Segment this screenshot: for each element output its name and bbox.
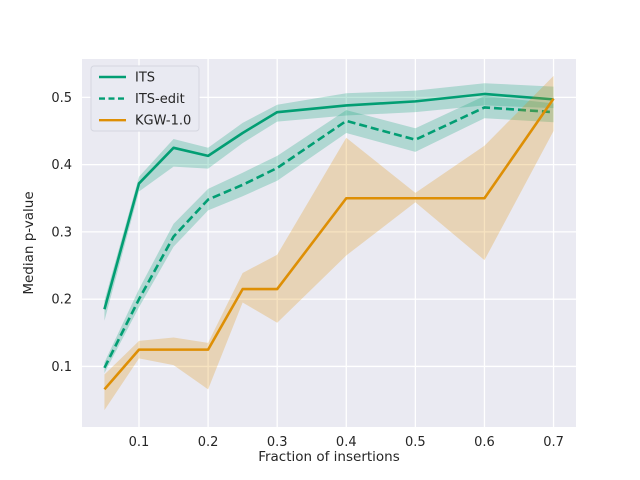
legend-item-kgw-1-0: KGW-1.0 xyxy=(99,114,191,129)
series-line-kgw-1-0 xyxy=(103,97,555,391)
x-tick-label: 0.3 xyxy=(267,435,288,450)
legend-label-kgw-1-0: KGW-1.0 xyxy=(135,114,191,129)
x-tick-label: 0.1 xyxy=(129,435,150,450)
legend-item-its: ITS xyxy=(99,71,155,86)
confidence-band-its xyxy=(104,83,554,321)
y-axis-label: Median p-value xyxy=(21,191,37,294)
series-line-its-edit xyxy=(103,106,554,369)
x-tick-label: 0.4 xyxy=(336,435,357,450)
x-tick-label: 0.5 xyxy=(405,435,426,450)
y-tick-label: 0.4 xyxy=(51,158,72,173)
legend-item-its-edit: ITS-edit xyxy=(99,92,185,107)
legend: ITS ITS-edit KGW-1.0 xyxy=(90,65,200,132)
y-tick-label: 0.1 xyxy=(51,360,72,375)
y-tick-label: 0.5 xyxy=(51,91,72,106)
grid-lines xyxy=(82,59,576,427)
x-tick-label: 0.6 xyxy=(474,435,495,450)
y-tick-label: 0.3 xyxy=(51,225,72,240)
y-tick-label: 0.2 xyxy=(51,293,72,308)
legend-label-its-edit: ITS-edit xyxy=(135,92,185,107)
legend-frame xyxy=(90,65,200,132)
series-line-its xyxy=(103,92,554,310)
x-tick-label: 0.7 xyxy=(543,435,564,450)
x-axis-label: Fraction of insertions xyxy=(258,449,400,465)
series-layer xyxy=(103,75,555,411)
confidence-band-kgw-1-0 xyxy=(104,75,554,411)
x-tick-label: 0.2 xyxy=(198,435,219,450)
legend-label-its: ITS xyxy=(135,71,155,86)
tick-labels: 0.1 0.2 0.3 0.4 0.5 0.6 0.7 0.1 0.2 0.3 0.4 0.5 xyxy=(51,91,564,450)
